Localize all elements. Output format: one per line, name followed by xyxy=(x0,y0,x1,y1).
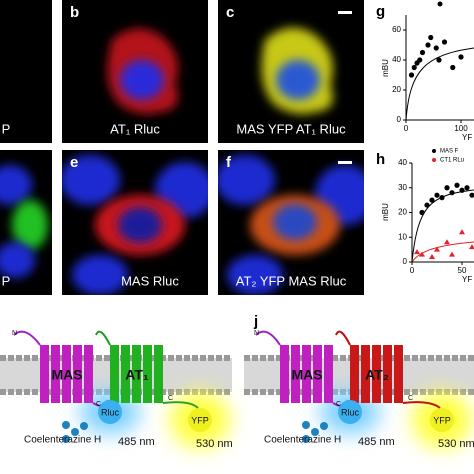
panel-label: g xyxy=(376,3,385,20)
diagram-j: j N MAS AT₂ C C Rluc YFP Coelenterazine … xyxy=(244,313,474,450)
y-tick-label: 40 xyxy=(398,158,407,167)
point xyxy=(434,192,440,198)
emission: 485 nm xyxy=(118,436,155,448)
panel-label: c xyxy=(226,4,234,21)
c-term: C xyxy=(408,395,413,402)
panel-f: f AT₂ YFP MAS Rluc xyxy=(218,150,364,295)
x-label: YF xyxy=(462,133,472,142)
c-term: C xyxy=(336,401,341,408)
receptor: AT₁ xyxy=(125,367,149,383)
plots: g mBU YF h mBU YF 0 20 40 60 0 100 0 10 20 30 40 0 5… xyxy=(376,1,474,284)
point xyxy=(419,209,425,216)
caption: MAS Rluc xyxy=(121,273,179,288)
point xyxy=(429,197,435,203)
y-label: mBU xyxy=(381,59,390,77)
point xyxy=(449,251,455,257)
n-term: N xyxy=(254,330,259,337)
point xyxy=(449,190,455,196)
point xyxy=(419,49,426,56)
legend-marker xyxy=(432,158,436,162)
point xyxy=(411,64,417,71)
point xyxy=(434,246,440,252)
x-tick-label: 0 xyxy=(410,266,415,275)
n-term: N xyxy=(12,330,17,337)
point xyxy=(458,54,464,60)
y-tick-label: 10 xyxy=(398,232,407,241)
legend-label: CT1 RLu xyxy=(440,158,464,164)
c-term: C xyxy=(168,395,173,402)
y-tick-label: 60 xyxy=(392,25,401,34)
x-tick-label: 50 xyxy=(458,266,467,275)
donor: Rluc xyxy=(341,407,360,417)
receptor: AT₂ xyxy=(365,367,389,383)
y-tick-label: 0 xyxy=(403,257,408,266)
point xyxy=(436,57,442,63)
emission: 530 nm xyxy=(196,438,233,450)
x-label: YF xyxy=(462,275,472,284)
point xyxy=(459,187,465,193)
point xyxy=(433,45,439,51)
panel-e: e MAS Rluc xyxy=(62,150,208,295)
panel-label: e xyxy=(70,154,78,171)
caption: MAS YFP AT₁ Rluc xyxy=(236,121,346,136)
emission: 485 nm xyxy=(358,436,395,448)
point xyxy=(424,202,430,208)
panel-label: f xyxy=(226,154,232,171)
panel-b: b AT₁ Rluc xyxy=(62,0,208,143)
substrate: Coelenterazine H xyxy=(264,435,341,446)
y-tick-label: 20 xyxy=(398,208,407,217)
panel-label: h xyxy=(376,151,385,168)
y-tick-label: 30 xyxy=(398,183,407,192)
caption: P xyxy=(2,121,11,136)
receptor: MAS xyxy=(51,367,82,383)
point xyxy=(439,195,445,201)
point xyxy=(469,244,474,250)
panel-a: P xyxy=(0,0,52,143)
point xyxy=(425,42,431,48)
point xyxy=(459,229,465,235)
point xyxy=(408,72,415,78)
point xyxy=(419,251,425,257)
acceptor: YFP xyxy=(191,415,209,425)
legend-marker xyxy=(432,149,436,153)
point xyxy=(444,185,450,191)
emission: 530 nm xyxy=(438,438,474,450)
point xyxy=(444,239,450,245)
c-term: C xyxy=(96,401,101,408)
point xyxy=(454,182,460,188)
panel-d: P xyxy=(0,150,52,295)
y-tick-label: 0 xyxy=(397,115,402,124)
donor: Rluc xyxy=(101,407,120,417)
panel-label: j xyxy=(253,313,258,330)
point xyxy=(469,192,474,198)
y-label: mBU xyxy=(381,203,390,221)
receptor: MAS xyxy=(291,367,322,383)
point xyxy=(414,249,420,255)
caption: AT₂ YFP MAS Rluc xyxy=(236,273,347,288)
caption: P xyxy=(2,273,11,288)
diagram-i: N MAS AT₁ C C Rluc YFP Coelenterazine H … xyxy=(0,330,233,450)
point xyxy=(450,64,456,71)
y-tick-label: 20 xyxy=(392,85,401,94)
x-tick-label: 100 xyxy=(454,124,468,133)
point xyxy=(429,254,435,260)
x-tick-label: 0 xyxy=(404,124,409,133)
y-tick-label: 40 xyxy=(392,55,401,64)
point xyxy=(417,57,423,63)
legend-label: MAS F xyxy=(440,149,459,155)
panel-label: b xyxy=(70,4,79,21)
caption: AT₁ Rluc xyxy=(110,121,160,136)
acceptor: YFP xyxy=(433,415,451,425)
point xyxy=(441,39,448,45)
point xyxy=(464,185,470,191)
panel-c: c MAS YFP AT₁ Rluc xyxy=(218,0,364,143)
point xyxy=(428,34,434,41)
substrate: Coelenterazine H xyxy=(24,435,101,446)
